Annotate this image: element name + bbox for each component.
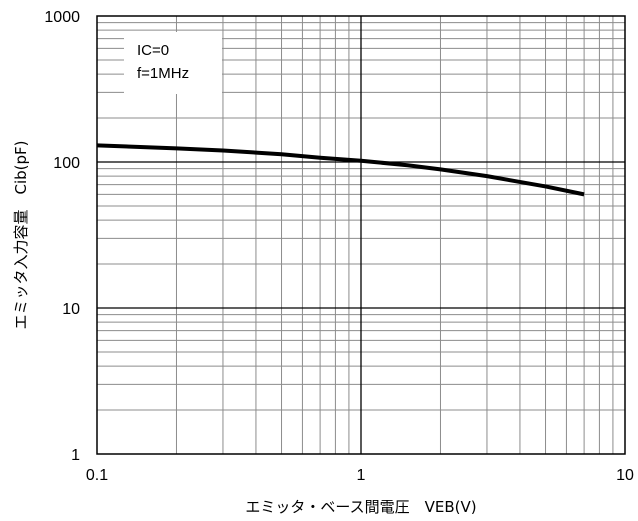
x-axis-label: エミッタ・ベース間電圧 VEB(V) bbox=[245, 498, 476, 516]
annotation-ic: IC=0 bbox=[137, 42, 169, 59]
series-layer bbox=[96, 143, 585, 197]
annotation-frequency: f=1MHz bbox=[137, 65, 189, 82]
y-tick-labels: 1 10 100 1000 bbox=[44, 9, 80, 464]
legend-annotation: IC=0 f=1MHz bbox=[124, 32, 222, 94]
y-axis-label: エミッタ入力容量 Cib(pF) bbox=[12, 140, 30, 329]
y-tick-label: 1 bbox=[71, 447, 80, 464]
x-tick-labels: 0.1 1 10 bbox=[86, 467, 634, 484]
y-tick-label: 1000 bbox=[44, 9, 80, 26]
annotation-background bbox=[124, 32, 222, 94]
x-tick-label: 10 bbox=[616, 467, 634, 484]
series-line bbox=[96, 143, 585, 197]
plot-frame bbox=[96, 15, 626, 455]
x-tick-label: 0.1 bbox=[86, 467, 108, 484]
x-tick-label: 1 bbox=[357, 467, 366, 484]
y-tick-label: 100 bbox=[53, 155, 80, 172]
y-tick-label: 10 bbox=[62, 301, 80, 318]
